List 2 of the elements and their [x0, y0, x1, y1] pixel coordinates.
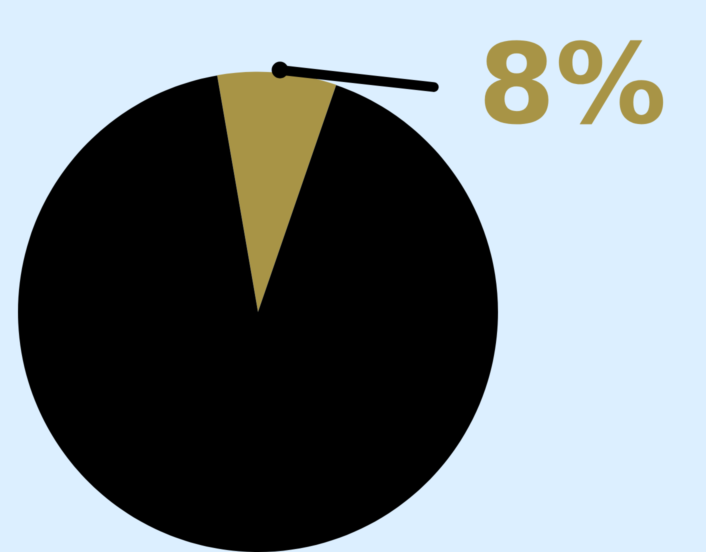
pie-slice: [217, 72, 336, 312]
data-label: 8%: [484, 40, 664, 124]
